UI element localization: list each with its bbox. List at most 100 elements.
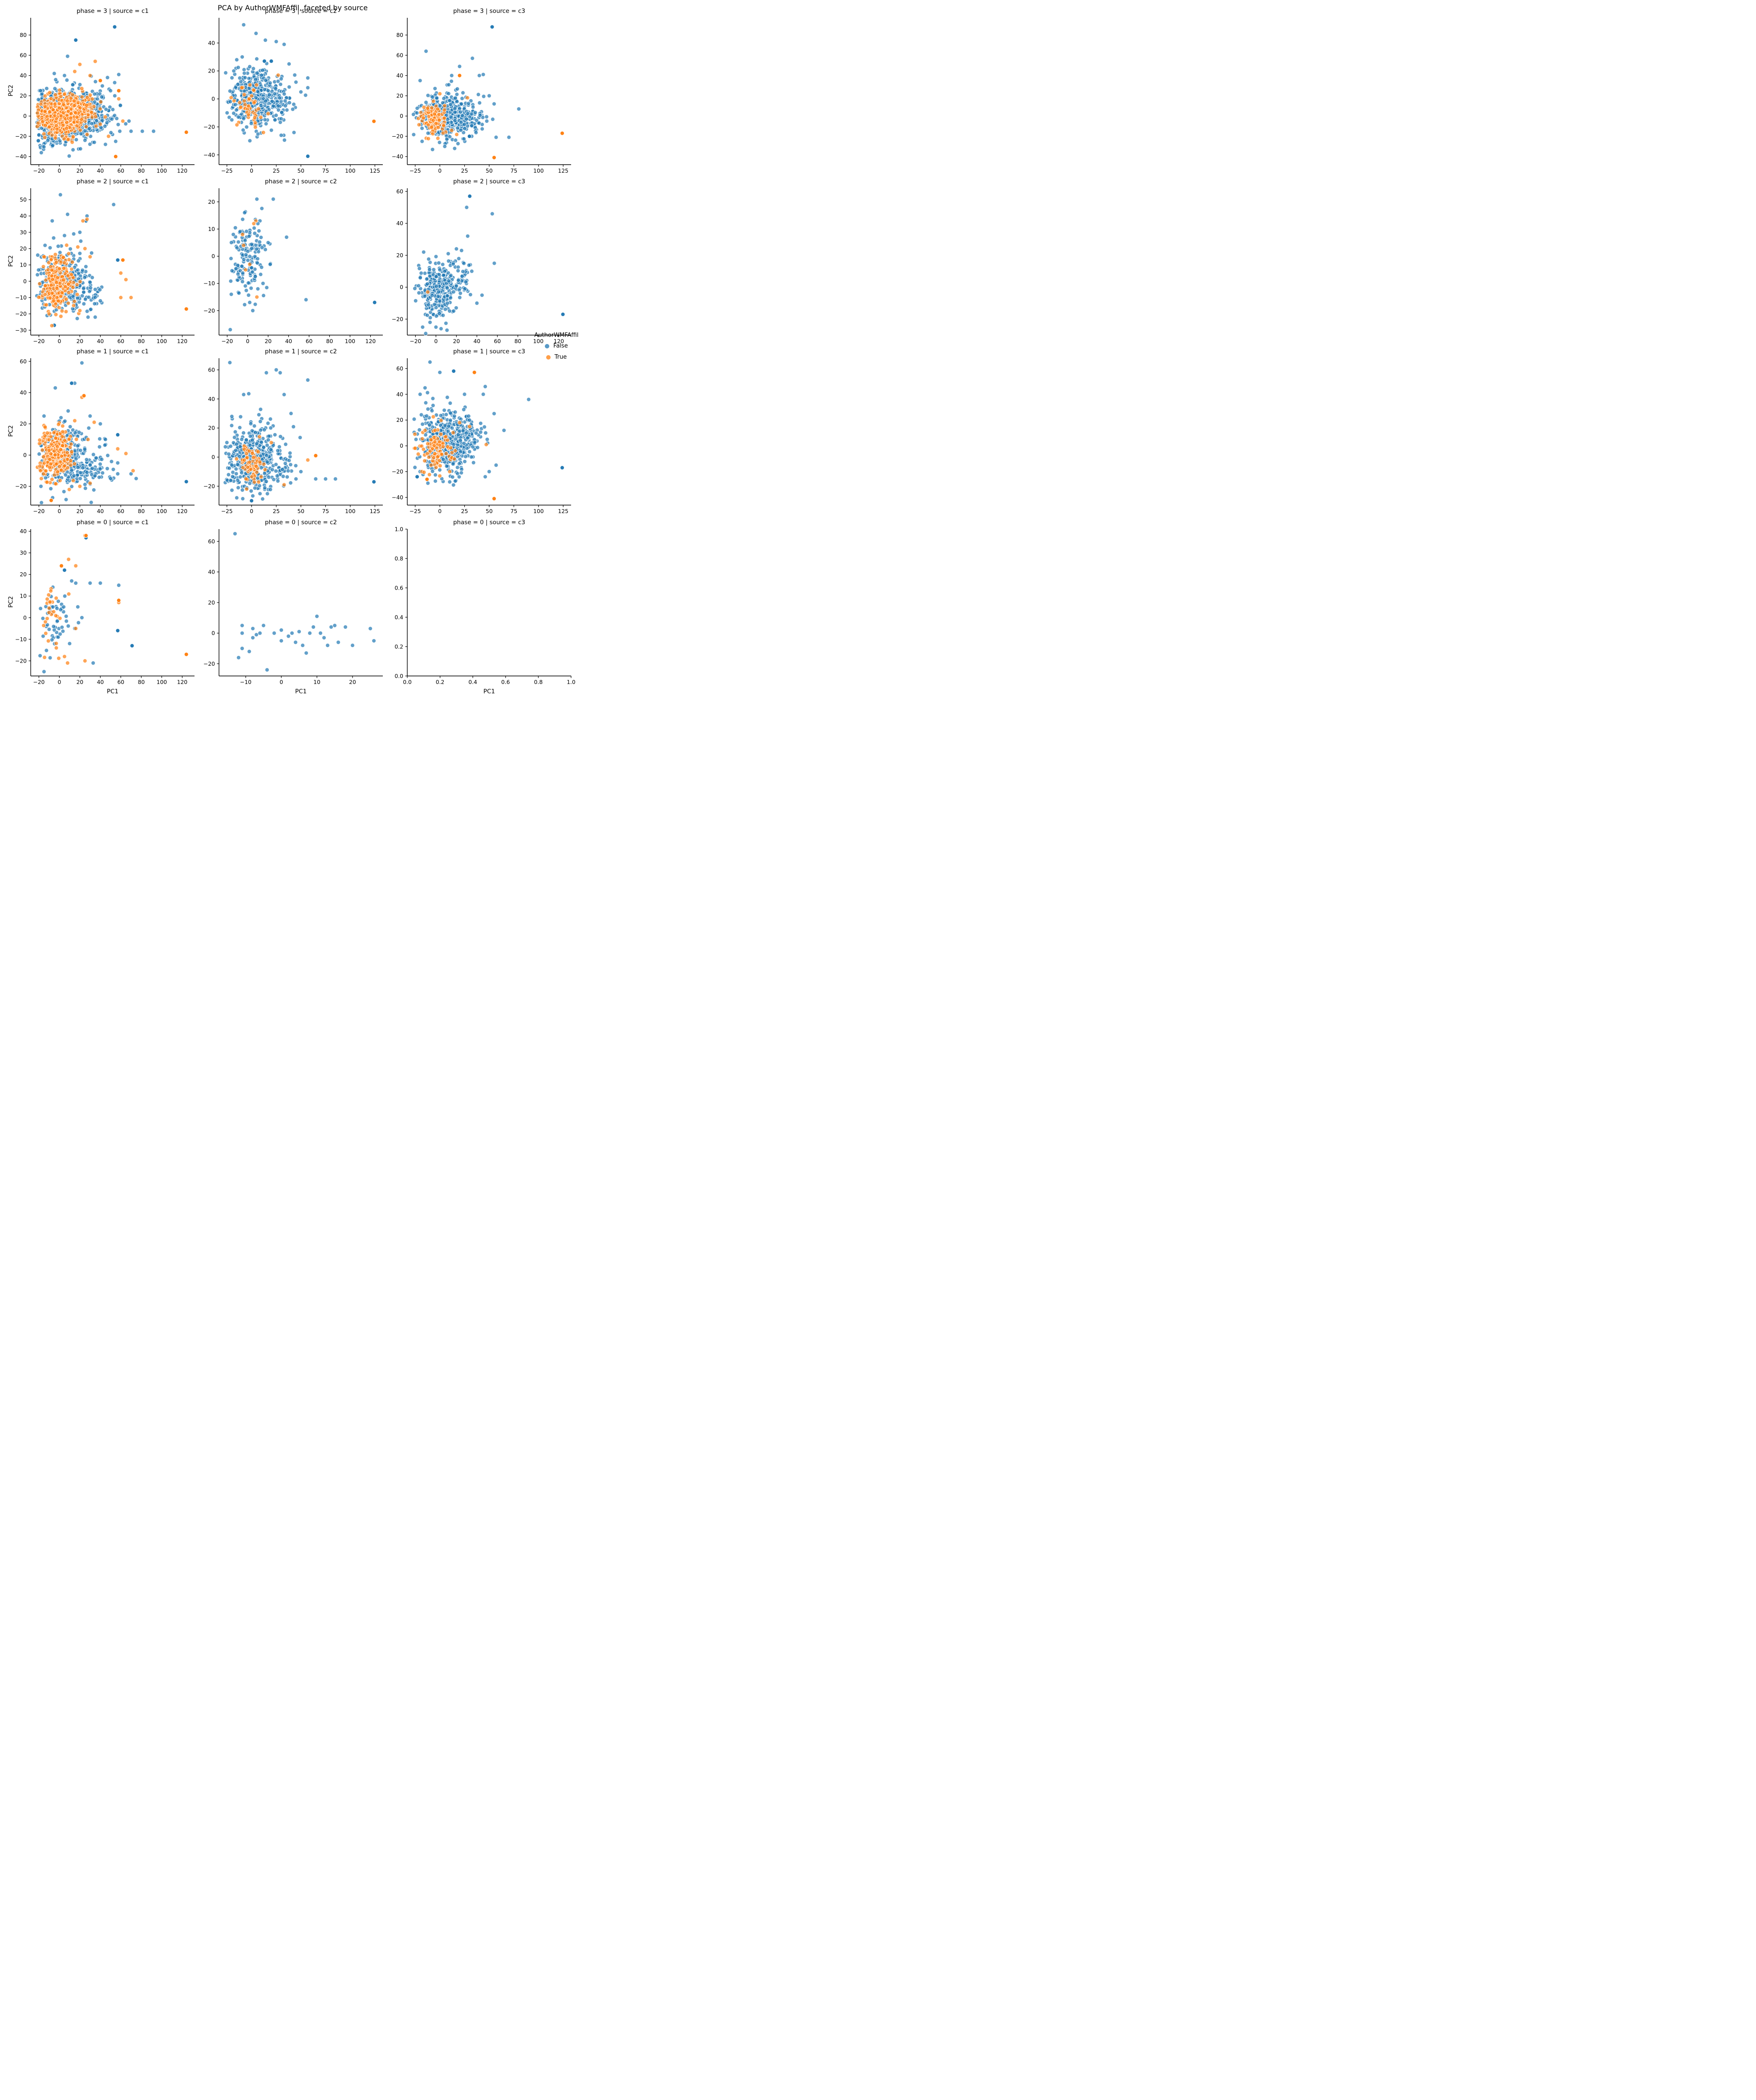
data-point	[58, 192, 63, 197]
tick-label: 100	[157, 338, 167, 344]
data-point	[435, 106, 440, 111]
data-point	[53, 482, 58, 486]
data-point	[448, 102, 453, 107]
data-point	[453, 138, 458, 143]
data-point	[293, 80, 298, 85]
data-point	[72, 461, 77, 466]
data-point	[425, 106, 430, 111]
data-point	[416, 283, 421, 288]
data-point	[259, 73, 264, 78]
data-point	[460, 96, 465, 101]
data-point	[38, 468, 43, 473]
data-point	[78, 146, 83, 151]
tick-label: 80	[20, 32, 27, 38]
data-point	[237, 100, 242, 105]
data-point	[121, 258, 125, 263]
data-point	[50, 143, 55, 148]
data-point	[269, 128, 274, 133]
data-point	[112, 24, 117, 29]
tick-label: 80	[138, 168, 145, 174]
data-point	[78, 448, 83, 453]
data-point	[427, 267, 432, 272]
data-point	[460, 113, 465, 118]
tick-label: 50	[297, 168, 304, 174]
data-point	[292, 73, 297, 77]
data-point	[78, 470, 83, 475]
data-point	[446, 279, 451, 283]
data-point	[118, 271, 123, 275]
tick-label: 25	[461, 168, 468, 174]
data-point	[66, 109, 71, 114]
data-point	[97, 467, 102, 472]
tick-label: 20	[77, 338, 84, 344]
data-point	[235, 245, 239, 250]
data-point	[238, 105, 243, 109]
data-point	[424, 49, 429, 54]
data-point	[72, 69, 77, 74]
tick-label: 40	[97, 168, 104, 174]
tick-label: 0	[211, 253, 215, 259]
data-point	[68, 463, 73, 468]
data-point	[464, 205, 469, 210]
data-point	[425, 281, 430, 286]
data-point	[53, 312, 58, 317]
tick-label: 60	[306, 338, 313, 344]
data-point	[90, 466, 95, 471]
data-point	[449, 79, 454, 84]
data-point	[129, 129, 134, 134]
data-point	[241, 243, 246, 248]
data-point	[434, 314, 439, 319]
data-point	[241, 116, 246, 121]
tick-label: 20	[20, 246, 27, 252]
data-point	[65, 465, 70, 470]
data-point	[38, 88, 43, 93]
data-point	[69, 96, 73, 101]
data-point	[60, 443, 65, 448]
data-point	[75, 115, 80, 120]
data-point	[477, 101, 482, 105]
data-point	[61, 255, 66, 260]
data-point	[304, 297, 308, 302]
data-point	[223, 70, 228, 75]
data-point	[118, 295, 123, 300]
data-point	[459, 101, 464, 106]
tick-label: 20	[208, 68, 215, 74]
data-point	[263, 117, 268, 122]
data-point	[37, 281, 42, 286]
data-point	[231, 98, 236, 103]
facet-phase-3-source-c2: phase = 3 | source = c2 −25 0 25 50 75 100 125−…	[203, 8, 383, 174]
data-point	[104, 107, 109, 112]
data-point	[35, 110, 40, 115]
data-point	[282, 138, 287, 142]
data-point	[40, 448, 45, 453]
data-point	[79, 117, 84, 122]
data-point	[64, 497, 69, 502]
data-point	[460, 269, 465, 274]
data-point	[49, 486, 53, 491]
data-point	[82, 138, 87, 143]
data-point	[91, 487, 96, 492]
tick-label: −20	[15, 311, 27, 317]
data-point	[235, 271, 240, 276]
data-point	[71, 478, 76, 483]
tick-label: 0	[246, 338, 249, 344]
data-point	[453, 118, 458, 123]
tick-label: 40	[97, 338, 104, 344]
data-point	[252, 115, 257, 120]
data-point	[115, 446, 120, 451]
data-point	[76, 465, 81, 470]
tick-label: −20	[392, 316, 403, 322]
data-point	[61, 266, 66, 271]
data-point	[70, 82, 75, 87]
data-point	[118, 103, 123, 108]
data-point	[299, 89, 303, 94]
data-point	[271, 197, 276, 202]
data-point	[111, 202, 116, 207]
tick-label: 60	[118, 338, 125, 344]
data-point	[75, 282, 80, 287]
data-point	[442, 107, 447, 112]
data-point	[85, 132, 89, 137]
tick-label: 40	[208, 396, 215, 402]
